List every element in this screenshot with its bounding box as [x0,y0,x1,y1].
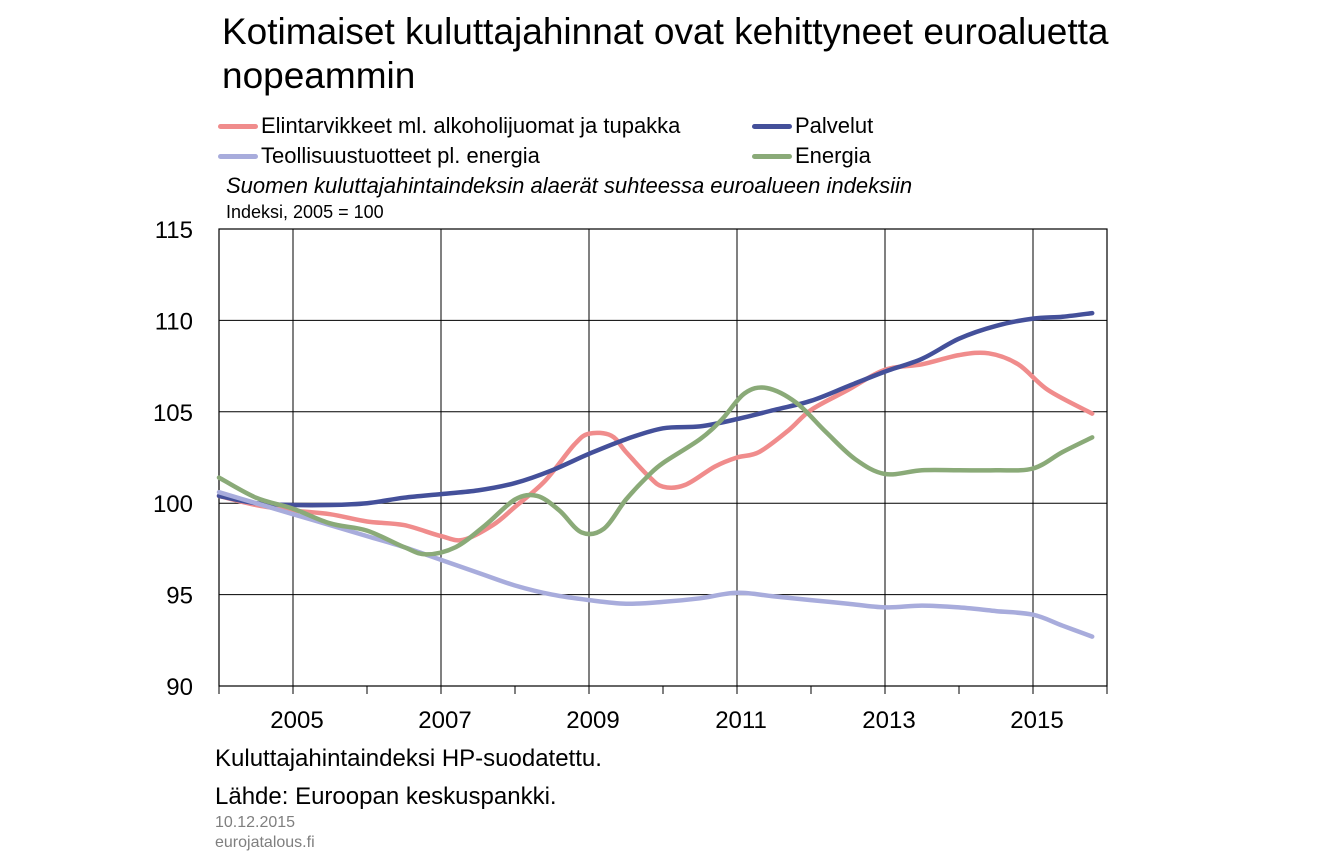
x-tick-label: 2009 [566,707,619,734]
legend-swatch-food [218,123,258,129]
site-name: eurojatalous.fi [215,834,315,851]
plot-frame [218,228,1108,687]
legend-item-services: Palvelut [752,112,873,140]
footnote-method: Kuluttajahintaindeksi HP-suodatettu. [215,745,602,772]
legend-label-services: Palvelut [795,113,874,138]
x-tick-label: 2011 [715,707,767,734]
x-tick-label: 2013 [862,707,915,734]
legend-item-industrial: Teollisuustuotteet pl. energia [218,142,540,170]
chart-title: Kotimaiset kuluttajahinnat ovat kehittyn… [222,11,1109,96]
y-tick-label: 100 [153,491,193,518]
publish-date: 10.12.2015 [215,814,296,831]
series-line-services [216,310,1095,508]
x-tick-label: 2007 [418,707,471,734]
legend-swatch-industrial [218,153,258,159]
y-tick-label: 95 [166,583,193,610]
legend-item-energy: Energia [752,142,871,170]
y-tick-label: 115 [155,217,193,244]
y-tick-label: 105 [153,400,193,427]
y-tick-label: 110 [155,308,193,335]
legend-label-energy: Energia [795,143,871,168]
series-line-industrial [216,489,1095,639]
legend-item-food: Elintarvikkeet ml. alkoholijuomat ja tup… [218,112,680,140]
chart-subtitle: Suomen kuluttajahintaindeksin alaerät su… [226,173,913,198]
legend-swatch-energy [752,153,792,159]
y-tick-label: 90 [166,674,193,701]
unit-label: Indeksi, 2005 = 100 [226,202,384,222]
legend-label-industrial: Teollisuustuotteet pl. energia [261,143,540,168]
footnote-source: Lähde: Euroopan keskuspankki. [215,783,557,810]
series-line-food [216,350,1095,543]
legend-label-food: Elintarvikkeet ml. alkoholijuomat ja tup… [261,113,681,138]
legend-swatch-services [752,123,792,129]
x-tick-label: 2015 [1010,707,1063,734]
x-tick-label: 2005 [270,707,323,734]
series-line-energy [216,385,1095,557]
